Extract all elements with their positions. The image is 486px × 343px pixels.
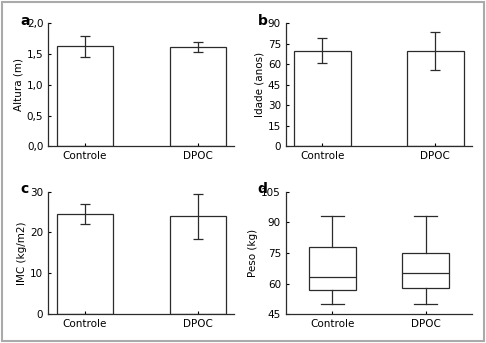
Y-axis label: Idade (anos): Idade (anos) xyxy=(255,52,265,117)
Text: d: d xyxy=(258,182,268,196)
Bar xyxy=(57,214,113,314)
Y-axis label: Peso (kg): Peso (kg) xyxy=(248,229,259,277)
Text: c: c xyxy=(20,182,29,196)
Bar xyxy=(407,51,464,146)
PathPatch shape xyxy=(309,247,356,290)
Y-axis label: IMC (kg/m2): IMC (kg/m2) xyxy=(17,221,27,285)
Y-axis label: Altura (m): Altura (m) xyxy=(14,58,24,111)
Bar xyxy=(170,47,226,146)
Bar xyxy=(294,51,351,146)
PathPatch shape xyxy=(402,253,449,288)
Bar xyxy=(57,46,113,146)
Text: a: a xyxy=(20,14,30,28)
Text: b: b xyxy=(258,14,268,28)
Bar xyxy=(170,216,226,314)
